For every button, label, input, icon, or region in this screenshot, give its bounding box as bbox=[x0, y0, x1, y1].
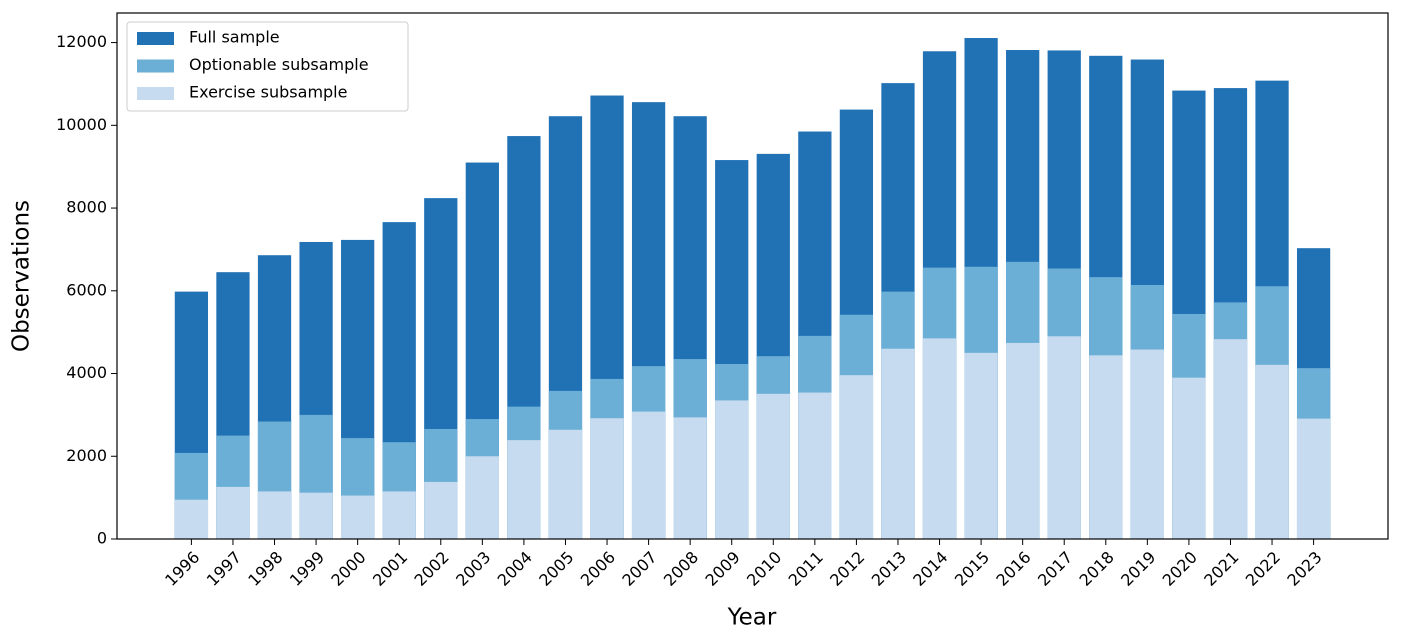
bar bbox=[216, 486, 250, 539]
y-tick-label: 2000 bbox=[66, 446, 107, 465]
x-tick-label: 2009 bbox=[702, 548, 744, 590]
bar bbox=[1213, 339, 1248, 539]
x-tick-label: 2016 bbox=[992, 548, 1034, 590]
bar bbox=[964, 352, 998, 539]
x-tick-label: 1996 bbox=[161, 548, 203, 590]
legend-swatch bbox=[137, 87, 174, 100]
x-tick-label: 2017 bbox=[1034, 548, 1076, 590]
x-axis-label: Year bbox=[727, 605, 777, 631]
x-tick-label: 2000 bbox=[327, 548, 369, 590]
y-tick-label: 6000 bbox=[66, 280, 107, 299]
x-tick-label: 2007 bbox=[618, 548, 660, 590]
x-tick-label: 2012 bbox=[826, 548, 868, 590]
x-tick-label: 2020 bbox=[1159, 548, 1201, 590]
bar bbox=[881, 348, 915, 539]
bar bbox=[922, 338, 957, 539]
bar bbox=[1130, 349, 1164, 539]
x-tick-label: 2019 bbox=[1117, 548, 1159, 590]
plot-frame bbox=[116, 12, 1389, 540]
x-tick-label: 2021 bbox=[1200, 548, 1242, 590]
bar bbox=[548, 429, 583, 539]
bar bbox=[1089, 355, 1123, 539]
x-tick-label: 2015 bbox=[951, 548, 993, 590]
x-tick-label: 2013 bbox=[868, 548, 910, 590]
y-tick-label: 8000 bbox=[66, 198, 107, 217]
bar bbox=[341, 495, 375, 539]
legend-label: Full sample bbox=[189, 28, 280, 47]
bar bbox=[382, 491, 416, 539]
y-tick-label: 4000 bbox=[66, 363, 107, 382]
x-tick-label: 2008 bbox=[660, 548, 702, 590]
x-tick-label: 2004 bbox=[494, 548, 536, 590]
legend-label: Exercise subsample bbox=[189, 83, 347, 102]
bar bbox=[465, 456, 499, 539]
bar bbox=[756, 393, 790, 539]
x-tick-label: 2003 bbox=[452, 548, 494, 590]
x-tick-label: 2001 bbox=[369, 548, 411, 590]
bar bbox=[715, 400, 749, 539]
legend: Full sample Optionable subsample Exercise … bbox=[126, 21, 409, 112]
x-tick-label: 2005 bbox=[535, 548, 577, 590]
x-tick-label: 1997 bbox=[203, 548, 245, 590]
legend-label: Optionable subsample bbox=[189, 55, 369, 74]
bar bbox=[1006, 342, 1040, 539]
x-tick-label: 2011 bbox=[785, 548, 827, 590]
y-tick-label: 0 bbox=[97, 529, 107, 548]
bar bbox=[1172, 377, 1206, 539]
legend-swatch bbox=[137, 32, 174, 45]
x-tick-label: 2014 bbox=[909, 548, 951, 590]
y-axis-label: Observations bbox=[9, 200, 35, 352]
y-tick-label: 10000 bbox=[56, 115, 107, 134]
bar bbox=[1047, 336, 1081, 539]
x-tick-label: 1999 bbox=[286, 548, 328, 590]
x-tick-label: 2018 bbox=[1076, 548, 1118, 590]
bar bbox=[673, 417, 707, 539]
x-tick-label: 2010 bbox=[743, 548, 785, 590]
x-tick-label: 2023 bbox=[1283, 548, 1325, 590]
bar bbox=[424, 481, 458, 539]
x-tick-label: 1998 bbox=[244, 548, 286, 590]
bar bbox=[590, 418, 624, 539]
x-tick-label: 2002 bbox=[411, 548, 453, 590]
bar bbox=[257, 491, 292, 539]
x-tick-label: 2022 bbox=[1242, 548, 1284, 590]
bar bbox=[507, 440, 541, 539]
bar bbox=[174, 499, 209, 539]
bar bbox=[1296, 418, 1331, 539]
legend-swatch bbox=[137, 59, 174, 73]
bar bbox=[1255, 364, 1289, 539]
bar bbox=[839, 375, 874, 539]
bar bbox=[631, 411, 666, 539]
bar bbox=[798, 392, 832, 539]
bar bbox=[299, 492, 333, 539]
y-tick-label: 12000 bbox=[56, 32, 107, 51]
x-tick-label: 2006 bbox=[577, 548, 619, 590]
legend-box bbox=[126, 21, 409, 112]
